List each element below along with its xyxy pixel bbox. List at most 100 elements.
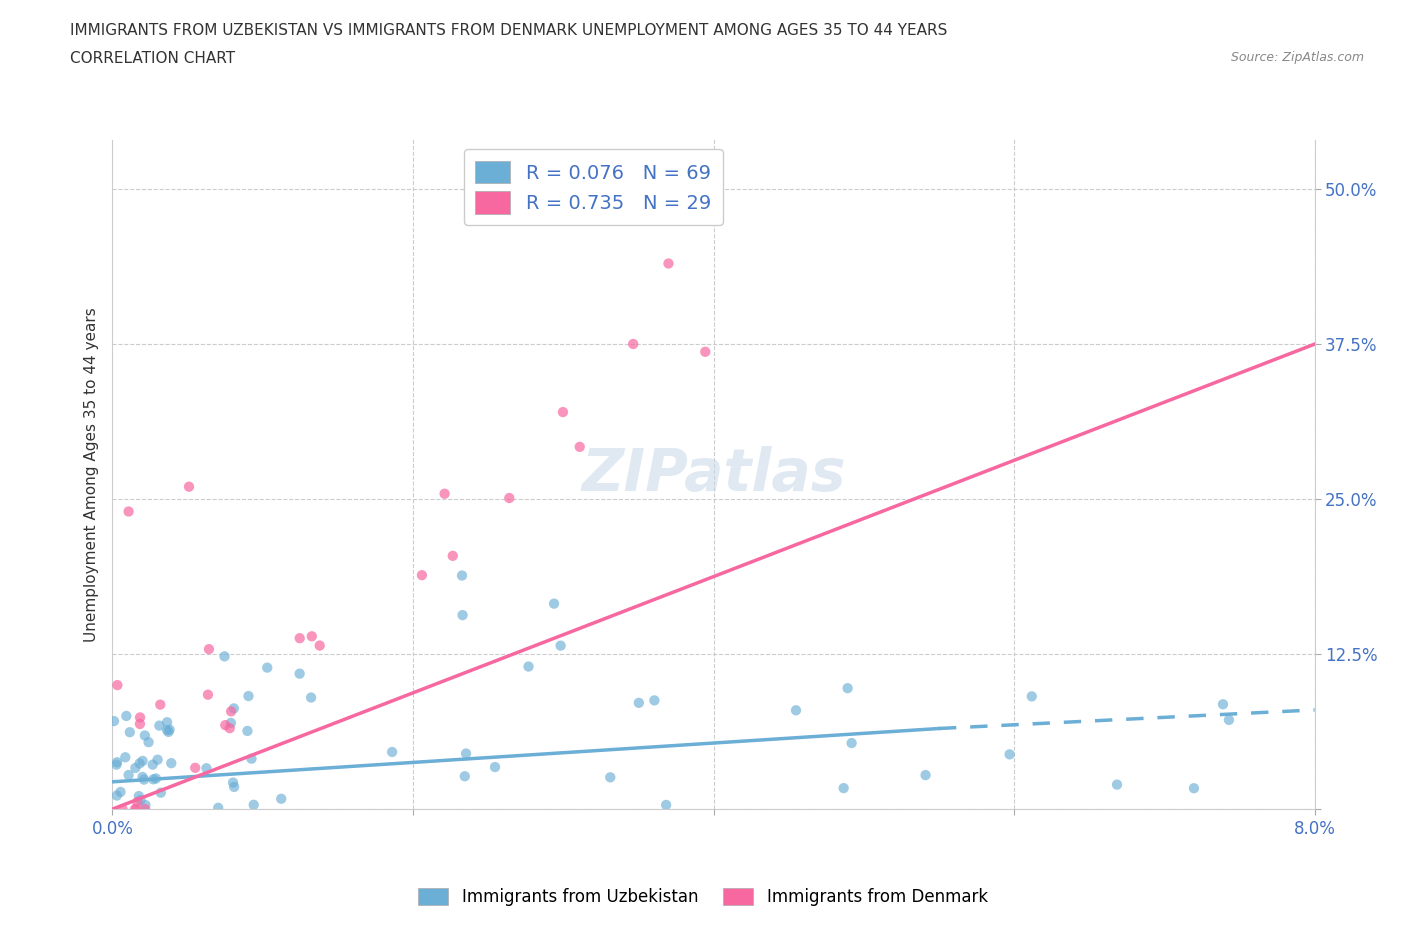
Point <box>543 596 565 611</box>
Legend: R = 0.076   N = 69, R = 0.735   N = 29: R = 0.076 N = 69, R = 0.735 N = 29 <box>464 149 723 225</box>
Point <box>643 693 665 708</box>
Point <box>551 405 574 419</box>
Point <box>299 690 322 705</box>
Point <box>157 724 180 739</box>
Point <box>411 567 433 582</box>
Point <box>308 638 330 653</box>
Point <box>160 756 183 771</box>
Point <box>207 801 229 816</box>
Point <box>134 802 156 817</box>
Point <box>1218 712 1240 727</box>
Point <box>695 344 717 359</box>
Point <box>599 770 621 785</box>
Point <box>125 802 148 817</box>
Point <box>105 678 128 693</box>
Point <box>451 568 474 583</box>
Legend: Immigrants from Uzbekistan, Immigrants from Denmark: Immigrants from Uzbekistan, Immigrants f… <box>412 881 994 912</box>
Point <box>998 747 1021 762</box>
Point <box>381 745 404 760</box>
Point <box>238 688 260 703</box>
Point <box>128 789 150 804</box>
Point <box>222 701 245 716</box>
Point <box>224 779 246 794</box>
Point <box>117 504 139 519</box>
Y-axis label: Unemployment Among Ages 35 to 44 years: Unemployment Among Ages 35 to 44 years <box>83 307 98 642</box>
Point <box>655 798 678 813</box>
Point <box>270 791 292 806</box>
Point <box>1021 689 1043 704</box>
Point <box>1105 777 1128 792</box>
Point <box>657 256 679 271</box>
Point <box>219 715 242 730</box>
Point <box>451 607 474 622</box>
Point <box>111 802 134 817</box>
Point <box>621 337 644 352</box>
Point <box>159 723 181 737</box>
Point <box>197 687 219 702</box>
Point <box>441 549 464 564</box>
Point <box>114 750 136 764</box>
Point <box>148 718 170 733</box>
Point <box>214 718 236 733</box>
Point <box>156 723 179 737</box>
Point <box>124 761 146 776</box>
Point <box>142 757 165 772</box>
Point <box>145 771 167 786</box>
Point <box>138 735 160 750</box>
Point <box>198 642 221 657</box>
Point <box>301 629 323 644</box>
Point <box>240 751 263 766</box>
Point <box>627 696 650 711</box>
Point <box>195 761 218 776</box>
Text: CORRELATION CHART: CORRELATION CHART <box>70 51 235 66</box>
Point <box>132 772 155 787</box>
Point <box>129 710 152 724</box>
Point <box>129 792 152 807</box>
Point <box>128 756 150 771</box>
Text: Source: ZipAtlas.com: Source: ZipAtlas.com <box>1230 51 1364 64</box>
Point <box>115 709 138 724</box>
Point <box>134 728 156 743</box>
Point <box>131 753 153 768</box>
Point <box>837 681 859 696</box>
Point <box>103 713 125 728</box>
Point <box>184 761 207 776</box>
Point <box>288 631 311 645</box>
Point <box>129 716 152 731</box>
Point <box>1212 697 1234 711</box>
Point <box>105 788 128 803</box>
Point <box>131 769 153 784</box>
Point <box>832 780 855 795</box>
Point <box>124 802 146 817</box>
Point <box>1182 781 1205 796</box>
Point <box>484 760 506 775</box>
Point <box>156 715 179 730</box>
Point <box>149 698 172 712</box>
Text: ZIPatlas: ZIPatlas <box>581 445 846 503</box>
Point <box>149 785 172 800</box>
Point <box>146 752 169 767</box>
Point <box>117 767 139 782</box>
Point <box>517 659 540 674</box>
Point <box>785 703 807 718</box>
Point <box>105 757 128 772</box>
Point <box>236 724 259 738</box>
Point <box>118 724 141 739</box>
Point <box>127 794 149 809</box>
Point <box>454 746 477 761</box>
Point <box>177 479 200 494</box>
Point <box>288 666 311 681</box>
Point <box>134 798 156 813</box>
Point <box>142 772 165 787</box>
Point <box>222 775 245 790</box>
Point <box>219 704 242 719</box>
Point <box>242 797 264 812</box>
Point <box>218 721 240 736</box>
Point <box>550 638 572 653</box>
Point <box>110 785 132 800</box>
Point <box>568 439 591 454</box>
Point <box>841 736 863 751</box>
Point <box>214 649 236 664</box>
Point <box>256 660 278 675</box>
Text: IMMIGRANTS FROM UZBEKISTAN VS IMMIGRANTS FROM DENMARK UNEMPLOYMENT AMONG AGES 35: IMMIGRANTS FROM UZBEKISTAN VS IMMIGRANTS… <box>70 23 948 38</box>
